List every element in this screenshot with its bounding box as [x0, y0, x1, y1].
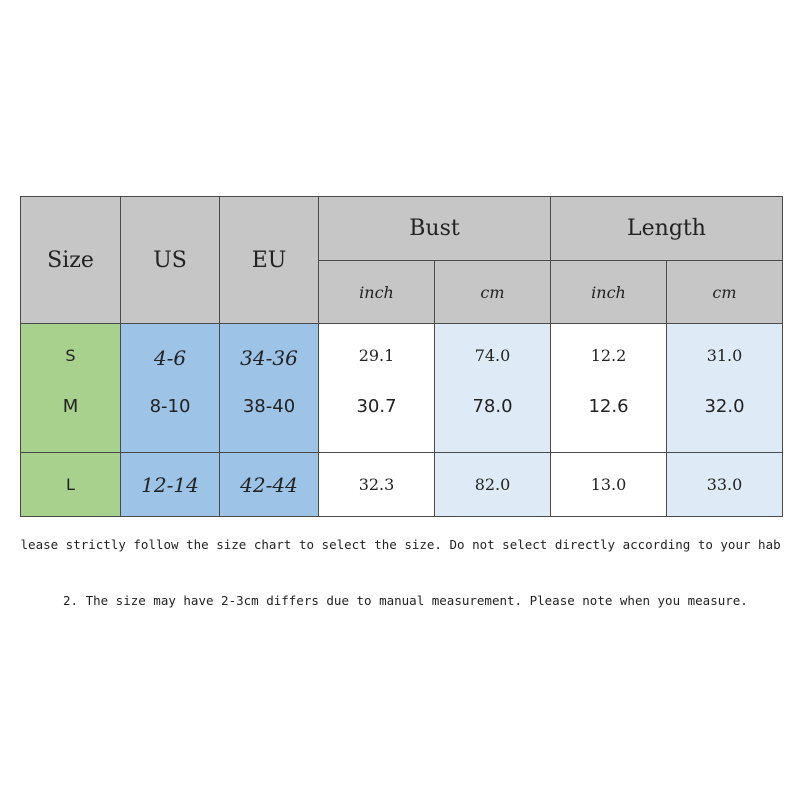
- bust-inch-cell-s-m: 29.1 30.7: [318, 323, 435, 453]
- bust-inch-l: 32.3: [318, 452, 435, 517]
- header-bust-inch: inch: [318, 260, 435, 324]
- size-s: S: [65, 346, 76, 365]
- eu-m: 38-40: [242, 396, 296, 417]
- length-inch-cell-s-m: 12.2 12.6: [550, 323, 667, 453]
- length-inch-m: 12.6: [588, 396, 629, 417]
- size-chart-table: Size US EU Bust Length inch cm inch cm S…: [20, 196, 783, 517]
- header-bust: Bust: [318, 196, 551, 261]
- us-cell-s-m: 4-6 8-10: [120, 323, 220, 453]
- bust-inch-s: 29.1: [358, 346, 395, 365]
- length-cm-cell-s-m: 31.0 32.0: [666, 323, 783, 453]
- length-cm-m: 32.0: [704, 396, 745, 417]
- table-row-s-m: S M 4-6 8-10 34-36 38-40 29.1 30.7 74.0: [20, 323, 783, 453]
- us-m: 8-10: [149, 396, 191, 417]
- header-length-inch: inch: [550, 260, 667, 324]
- length-cm-s: 31.0: [706, 346, 743, 365]
- note-1-text: Please strictly follow the size chart to…: [20, 537, 780, 552]
- length-inch-s: 12.2: [590, 346, 627, 365]
- size-m: M: [62, 396, 79, 417]
- bust-inch-m: 30.7: [356, 396, 397, 417]
- note-follow-size-chart: Please strictly follow the size chart to…: [20, 537, 780, 552]
- bust-cm-s: 74.0: [474, 346, 511, 365]
- header-length: Length: [550, 196, 783, 261]
- eu-cell-s-m: 34-36 38-40: [219, 323, 319, 453]
- note-measurement-variance: 2. The size may have 2-3cm differs due t…: [63, 593, 748, 608]
- header-length-cm: cm: [666, 260, 783, 324]
- size-cell-s-m: S M: [20, 323, 121, 453]
- header-us: US: [120, 196, 220, 324]
- length-inch-l: 13.0: [550, 452, 667, 517]
- size-l: L: [20, 452, 121, 517]
- header-bust-cm: cm: [434, 260, 551, 324]
- bust-cm-l: 82.0: [434, 452, 551, 517]
- bust-cm-cell-s-m: 74.0 78.0: [434, 323, 551, 453]
- header-size: Size: [20, 196, 121, 324]
- length-cm-l: 33.0: [666, 452, 783, 517]
- us-l: 12-14: [120, 452, 220, 517]
- us-s: 4-6: [153, 346, 187, 370]
- eu-l: 42-44: [219, 452, 319, 517]
- bust-cm-m: 78.0: [472, 396, 513, 417]
- header-eu: EU: [219, 196, 319, 324]
- eu-s: 34-36: [240, 346, 298, 370]
- table-row-l: L 12-14 42-44 32.3 82.0 13.0 33.0: [20, 452, 783, 517]
